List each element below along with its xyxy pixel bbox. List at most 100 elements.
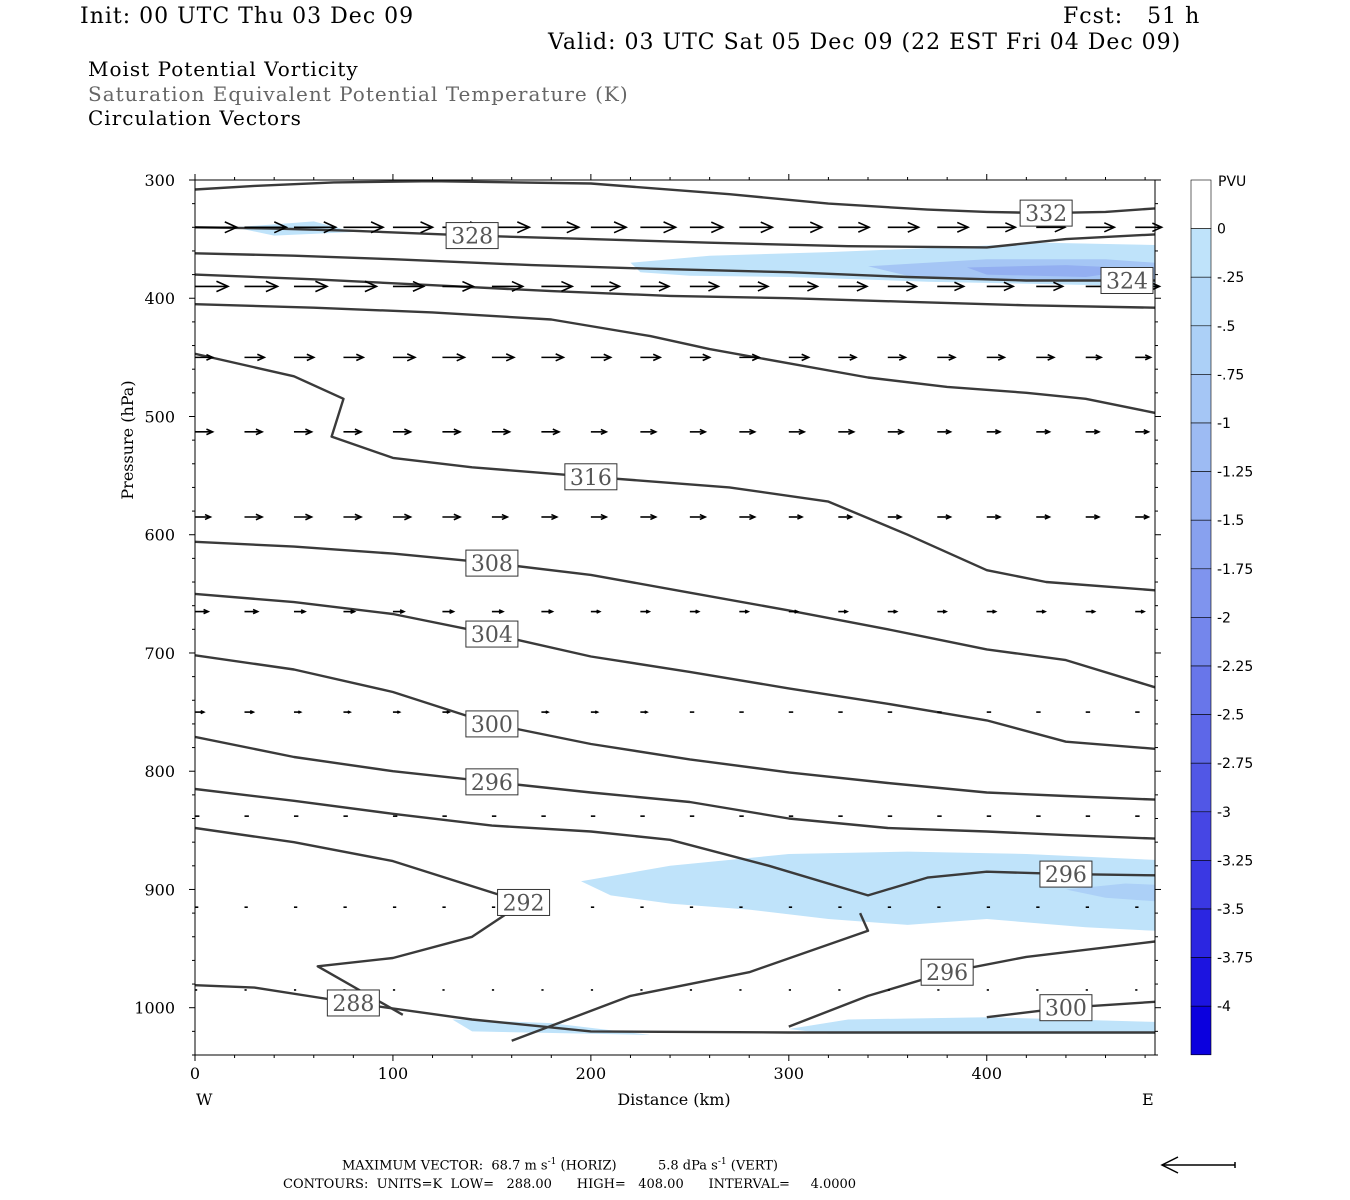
vector-arrow <box>1036 609 1047 614</box>
vector-arrow <box>739 609 751 614</box>
vector-arrow <box>986 281 1016 292</box>
vector-arrow <box>590 710 600 714</box>
x-tick-label: 100 <box>378 1064 409 1083</box>
vector-arrow <box>293 609 307 615</box>
vector-arrow <box>541 221 581 234</box>
theta-es-contour-324 <box>195 273 1155 309</box>
vector-arrow <box>1036 353 1056 361</box>
colorbar-label: -2.75 <box>1217 756 1253 772</box>
contour-label-text: 304 <box>471 623 513 648</box>
init-time: Init: 00 UTC Thu 03 Dec 09 <box>80 4 415 29</box>
vector-arrow <box>1085 222 1117 233</box>
vector-arrow <box>293 221 338 234</box>
vector-arrow <box>937 514 953 520</box>
vert-label: (VERT) <box>730 1158 779 1174</box>
vector-arrow <box>689 609 701 614</box>
vector-arrow <box>788 428 807 436</box>
vector-arrow <box>195 221 239 234</box>
colorbar-swatch <box>1190 1005 1212 1056</box>
theta-es-contours <box>195 180 1155 1042</box>
x-tick-label: 400 <box>971 1064 1002 1083</box>
vector-arrow <box>887 428 906 436</box>
vector-arrow <box>986 514 1002 520</box>
x-west-label: W <box>196 1090 213 1109</box>
vector-arrow <box>491 280 525 292</box>
colorbar-swatch <box>1190 908 1212 958</box>
colorbar-label: -.5 <box>1217 319 1235 335</box>
colorbar-swatch <box>1190 374 1212 424</box>
vector-arrow <box>1085 609 1097 614</box>
vector-arrow <box>293 280 329 293</box>
colorbar-swatch <box>1190 519 1212 570</box>
vector-arrow <box>442 513 462 521</box>
mpv-region-7 <box>788 1017 1155 1034</box>
vector-arrow <box>1085 514 1101 520</box>
vector-arrow <box>343 280 379 293</box>
plot-frame <box>194 179 1156 1056</box>
vector-arrow <box>937 281 966 292</box>
vector-arrow <box>838 281 869 292</box>
vector-arrow <box>937 429 953 435</box>
colorbar-label: -4 <box>1217 999 1231 1015</box>
vector-arrow <box>590 353 613 362</box>
contour-label-text: 296 <box>1045 863 1087 888</box>
vector-arrow <box>442 609 456 615</box>
contour-label-296: 296 <box>920 958 974 986</box>
contour-label-296: 296 <box>465 768 519 796</box>
vector-arrow <box>195 353 215 361</box>
vector-arrow <box>640 281 671 292</box>
colorbar-swatch <box>1190 957 1212 1007</box>
theta-es-contour-296 <box>195 787 1155 897</box>
vector-arrow <box>739 353 762 362</box>
max-vector-horiz: 68.7 m s <box>491 1158 548 1174</box>
vector-arrow <box>392 428 413 436</box>
vector-arrow <box>343 221 386 234</box>
vector-arrow <box>491 353 516 362</box>
vector-arrow <box>689 221 725 234</box>
vert-exp: -1 <box>717 1157 727 1167</box>
vector-arrow <box>986 353 1007 361</box>
vector-arrow <box>937 353 957 361</box>
vector-arrow <box>541 280 575 292</box>
max-vector-vert: 5.8 dPa s <box>657 1158 718 1174</box>
colorbar-label: -1 <box>1217 416 1231 432</box>
contour-label-text: 324 <box>1106 270 1148 295</box>
y-tick-label: 700 <box>144 644 175 663</box>
colorbar-unit: PVU <box>1218 174 1246 190</box>
vector-arrow <box>195 709 206 715</box>
contour-label-304: 304 <box>465 620 519 648</box>
vector-arrow <box>887 609 899 614</box>
vector-arrow <box>491 513 510 521</box>
forecast-hour: Fcst: 51 h <box>1063 4 1201 29</box>
vector-arrow <box>541 353 566 362</box>
vector-arrow <box>343 609 357 615</box>
contour-label-296: 296 <box>1039 860 1093 888</box>
vector-arrow <box>838 514 854 520</box>
contour-label-text: 296 <box>471 771 513 796</box>
contour-label-316: 316 <box>564 463 618 491</box>
y-tick-label: 300 <box>144 171 175 190</box>
vector-arrow <box>1085 429 1101 435</box>
vector-arrow <box>343 710 353 714</box>
y-axis-label: Pressure (hPa) <box>118 380 137 499</box>
vector-arrow <box>293 353 316 362</box>
vector-arrow <box>590 221 629 234</box>
colorbar-swatch <box>1190 422 1212 472</box>
vector-arrow <box>838 609 850 614</box>
vector-arrow <box>640 710 649 714</box>
vector-arrow <box>1135 609 1146 614</box>
vector-arrow <box>838 428 856 436</box>
vector-arrow <box>293 513 314 521</box>
theta-es-contour-328 <box>195 226 1155 249</box>
colorbar-swatch <box>1190 665 1212 715</box>
vector-arrow <box>1036 429 1052 435</box>
vector-arrow <box>343 353 366 362</box>
colorbar-label: -2.5 <box>1217 708 1244 724</box>
x-tick-label: 0 <box>190 1064 200 1083</box>
vector-arrow <box>1036 514 1052 520</box>
vector-arrow <box>195 608 211 615</box>
colorbar-label: -1.75 <box>1217 562 1253 578</box>
vector-arrow <box>244 353 267 362</box>
colorbar-swatch <box>1190 276 1212 327</box>
vector-arrow <box>788 281 820 292</box>
